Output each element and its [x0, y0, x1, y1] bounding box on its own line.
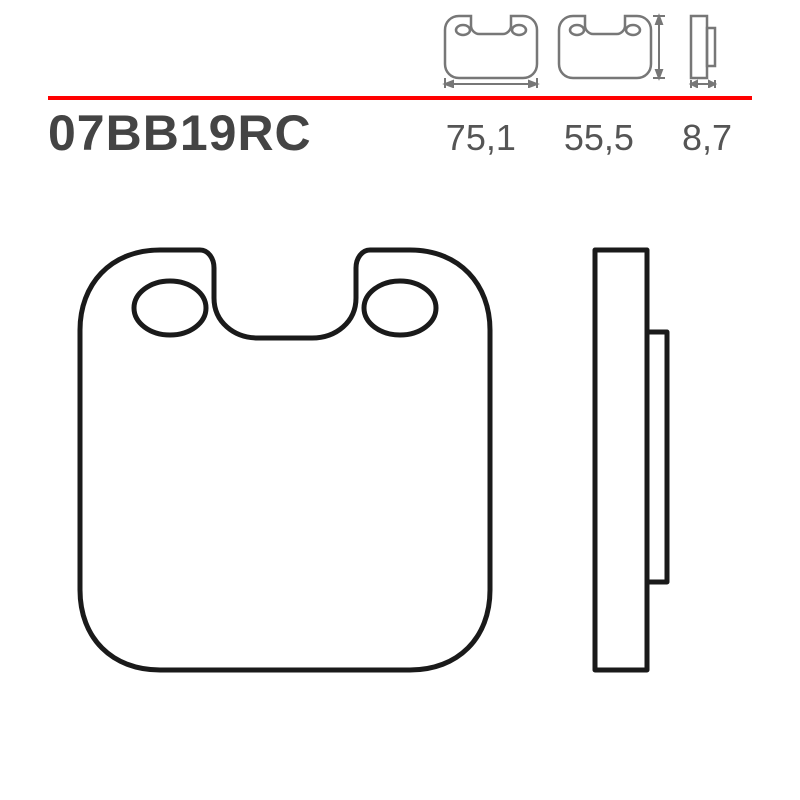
thickness-icon	[679, 12, 725, 88]
dim-width: 75,1	[446, 117, 516, 159]
header-row: 07BB19RC 75,1 55,5 8,7	[48, 104, 752, 162]
dimensions-row: 75,1 55,5 8,7	[446, 117, 732, 159]
height-icon	[555, 12, 665, 88]
accent-divider	[48, 96, 752, 100]
technical-drawing	[48, 220, 752, 750]
figure-container: 07BB19RC 75,1 55,5 8,7	[0, 0, 800, 800]
dim-height: 55,5	[564, 117, 634, 159]
dimension-icon-row	[441, 12, 725, 88]
dim-thickness: 8,7	[682, 117, 732, 159]
part-number: 07BB19RC	[48, 104, 312, 162]
width-icon	[441, 12, 541, 88]
